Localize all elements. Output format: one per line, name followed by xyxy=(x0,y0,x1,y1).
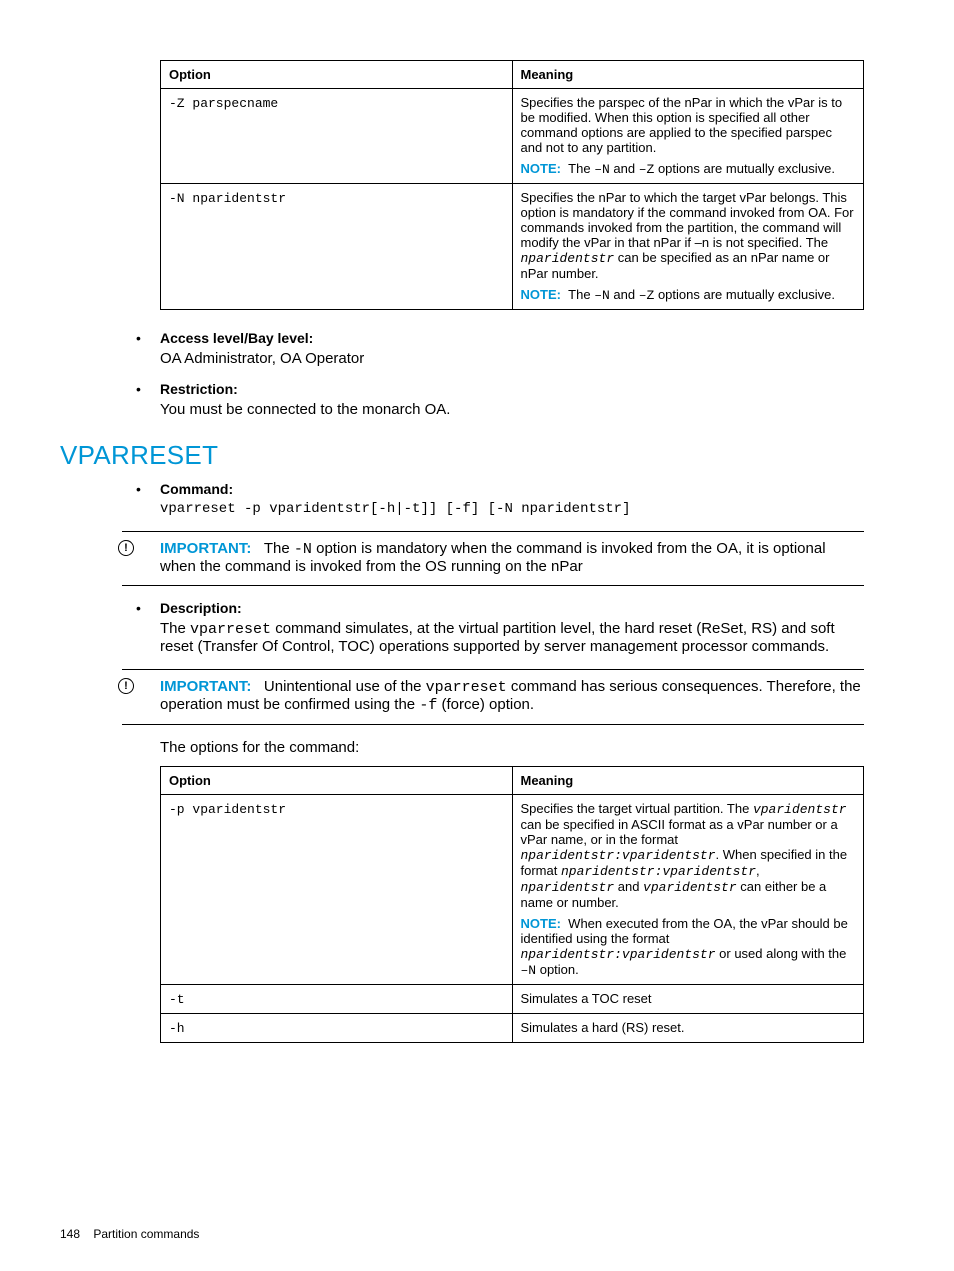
list-item-head: Restriction: xyxy=(160,381,864,397)
col-meaning-header: Meaning xyxy=(512,61,864,89)
page-footer: 148 Partition commands xyxy=(60,1227,199,1241)
cell-option: -h xyxy=(161,1014,513,1043)
content-column: Option Meaning -Z parspecname Specifies … xyxy=(160,60,864,418)
list-item: Restriction: You must be connected to th… xyxy=(160,381,864,418)
list-item-body: OA Administrator, OA Operator xyxy=(160,350,864,367)
table-row: -t Simulates a TOC reset xyxy=(161,985,864,1014)
page: Option Meaning -Z parspecname Specifies … xyxy=(0,0,954,1271)
section-heading-vparreset: VPARRESET xyxy=(60,440,864,471)
table-row: -N nparidentstr Specifies the nPar to wh… xyxy=(161,184,864,310)
important-icon: ! xyxy=(118,540,134,556)
list-item-body: The vparreset command simulates, at the … xyxy=(160,620,864,655)
col-meaning-header: Meaning xyxy=(512,767,864,795)
list-item: Access level/Bay level: OA Administrator… xyxy=(160,330,864,367)
options-table-2: Option Meaning -p vparidentstr Specifies… xyxy=(160,766,864,1043)
col-option-header: Option xyxy=(161,61,513,89)
options-table-1: Option Meaning -Z parspecname Specifies … xyxy=(160,60,864,310)
important-note-2: ! IMPORTANT: Unintentional use of the vp… xyxy=(122,669,864,725)
table-row: -p vparidentstr Specifies the target vir… xyxy=(161,795,864,985)
important-body: IMPORTANT: Unintentional use of the vpar… xyxy=(160,678,864,714)
description-list: Description: The vparreset command simul… xyxy=(160,600,864,655)
page-number: 148 xyxy=(60,1227,80,1241)
important-icon: ! xyxy=(118,678,134,694)
list-item-head: Description: xyxy=(160,600,864,616)
cell-option: -p vparidentstr xyxy=(161,795,513,985)
cell-meaning: Specifies the target virtual partition. … xyxy=(512,795,864,985)
col-option-header: Option xyxy=(161,767,513,795)
footer-section: Partition commands xyxy=(93,1227,199,1241)
cell-meaning: Simulates a hard (RS) reset. xyxy=(512,1014,864,1043)
content-column: Command: vparreset -p vparidentstr[-h|-t… xyxy=(160,481,864,1043)
command-list: Command: vparreset -p vparidentstr[-h|-t… xyxy=(160,481,864,517)
list-item-head: Command: xyxy=(160,481,864,497)
cell-meaning: Specifies the nPar to which the target v… xyxy=(512,184,864,310)
important-note-1: ! IMPORTANT: The -N option is mandatory … xyxy=(122,531,864,586)
list-item-head: Access level/Bay level: xyxy=(160,330,864,346)
info-list-1: Access level/Bay level: OA Administrator… xyxy=(160,330,864,418)
list-item: Command: vparreset -p vparidentstr[-h|-t… xyxy=(160,481,864,517)
table-row: -Z parspecname Specifies the parspec of … xyxy=(161,89,864,184)
cell-option: -t xyxy=(161,985,513,1014)
command-line: vparreset -p vparidentstr[-h|-t]] [-f] [… xyxy=(160,501,864,517)
table-header-row: Option Meaning xyxy=(161,767,864,795)
list-item-body: You must be connected to the monarch OA. xyxy=(160,401,864,418)
cell-meaning: Specifies the parspec of the nPar in whi… xyxy=(512,89,864,184)
cell-option: -N nparidentstr xyxy=(161,184,513,310)
cell-meaning: Simulates a TOC reset xyxy=(512,985,864,1014)
list-item: Description: The vparreset command simul… xyxy=(160,600,864,655)
table-row: -h Simulates a hard (RS) reset. xyxy=(161,1014,864,1043)
cell-option: -Z parspecname xyxy=(161,89,513,184)
table-header-row: Option Meaning xyxy=(161,61,864,89)
important-body: IMPORTANT: The -N option is mandatory wh… xyxy=(160,540,864,575)
options-intro: The options for the command: xyxy=(160,739,864,756)
